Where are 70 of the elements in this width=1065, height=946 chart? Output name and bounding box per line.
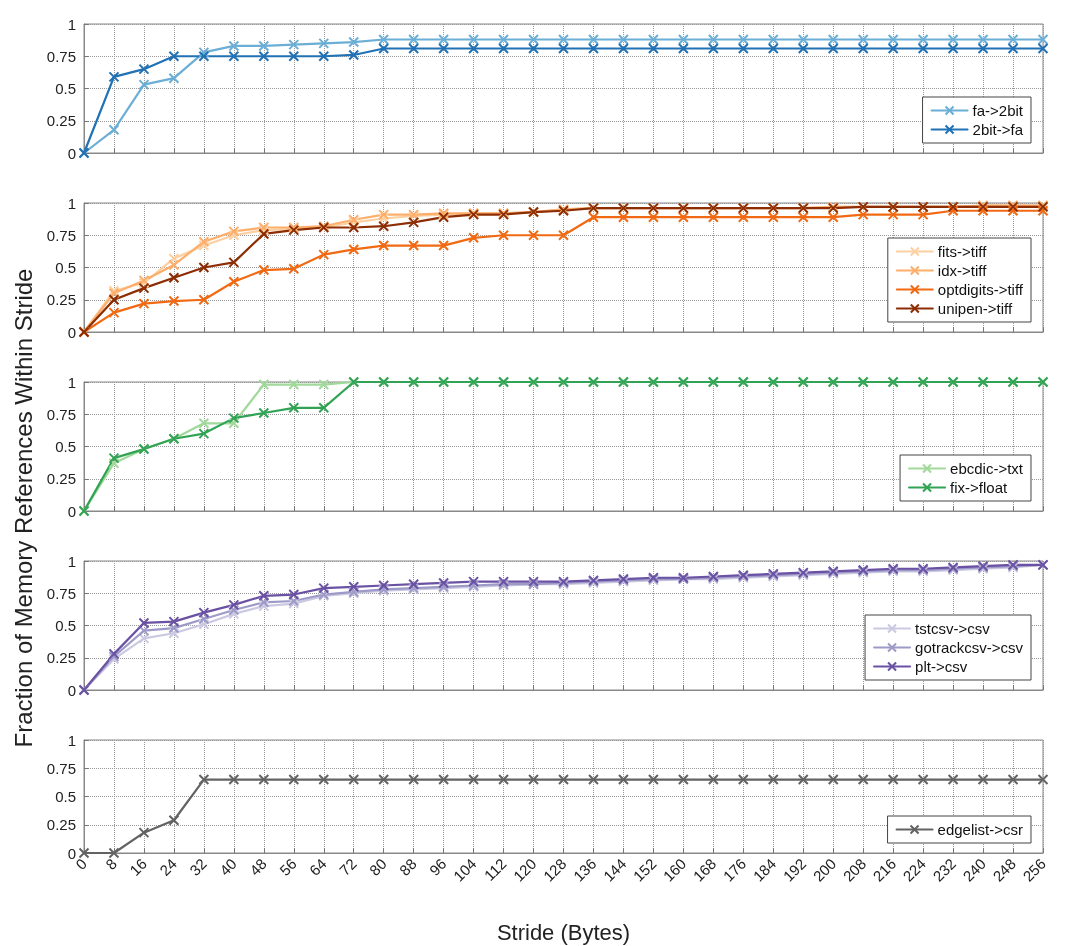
x-tick-label: 216	[869, 854, 900, 885]
y-tick-label: 0.75	[46, 759, 76, 777]
y-axis-title: Fraction of Memory References Within Stride	[10, 268, 38, 748]
x-tick-label: 112	[480, 854, 510, 884]
legend-label: idx->tiff	[937, 262, 988, 279]
legend-label: edgelist->csr	[937, 821, 1023, 838]
x-tick-label: 88	[395, 854, 420, 879]
y-tick-label: 0.5	[55, 617, 76, 634]
legend-label: fits->tiff	[937, 243, 988, 260]
x-tick-label: 208	[839, 854, 870, 885]
x-tick-label: 144	[599, 854, 630, 885]
y-tick-label: 1	[67, 15, 76, 33]
x-axis-title: Stride (Bytes)	[496, 919, 631, 945]
y-tick-label: 0.5	[55, 438, 76, 455]
y-tick-label: 0.25	[46, 649, 76, 667]
x-tick-label: 24	[156, 854, 180, 879]
y-tick-label: 0	[67, 323, 76, 341]
x-tick-label: 32	[186, 854, 210, 879]
x-tick-label: 240	[959, 854, 990, 885]
y-tick-label: 0.25	[46, 816, 76, 834]
y-tick-label: 1	[67, 373, 76, 391]
legend-label: plt->csv	[915, 658, 968, 675]
x-tick-label: 40	[216, 854, 240, 879]
legend-label: ebcdic->txt	[950, 460, 1024, 477]
legend-label: gotrackcsv->csv	[915, 639, 1024, 656]
y-tick-label: 0.5	[55, 788, 76, 805]
y-tick-label: 0.5	[55, 80, 76, 97]
x-tick-label: 160	[659, 854, 690, 885]
legend-label: tstcsv->csv	[915, 620, 991, 637]
y-tick-label: 0.25	[46, 291, 76, 309]
y-tick-label: 0	[67, 144, 76, 162]
legend-label: fa->2bit	[972, 102, 1024, 119]
x-tick-label: 176	[719, 854, 750, 885]
x-tick-label: 256	[1019, 854, 1050, 885]
x-tick-label: 120	[509, 854, 540, 885]
y-tick-label: 0.25	[46, 470, 76, 488]
x-tick-label: 96	[425, 854, 450, 879]
x-tick-label: 136	[569, 854, 600, 885]
legend-label: fix->float	[950, 479, 1008, 496]
y-tick-label: 0.75	[46, 584, 76, 602]
y-tick-label: 0.75	[46, 47, 76, 65]
x-tick-label: 48	[246, 854, 270, 879]
legend-label: optdigits->tiff	[937, 281, 1024, 298]
x-tick-label: 104	[449, 854, 480, 885]
y-tick-label: 0	[67, 502, 76, 520]
x-tick-label: 128	[539, 854, 570, 885]
x-tick-label: 192	[779, 854, 810, 885]
x-tick-label: 184	[749, 854, 780, 885]
x-tick-label: 16	[126, 854, 150, 879]
y-tick-label: 0	[67, 681, 76, 699]
x-tick-label: 64	[305, 854, 330, 879]
x-tick-label: 232	[929, 854, 960, 885]
y-tick-label: 0.75	[46, 405, 76, 423]
y-tick-label: 1	[67, 194, 76, 212]
x-tick-label: 56	[275, 854, 300, 879]
y-tick-label: 0.75	[46, 226, 76, 244]
x-tick-label: 152	[629, 854, 660, 885]
y-tick-label: 1	[67, 552, 76, 570]
x-tick-label: 8	[102, 854, 120, 873]
x-tick-label: 80	[365, 854, 390, 879]
legend-label: unipen->tiff	[937, 300, 1014, 317]
y-tick-label: 0.25	[46, 112, 76, 130]
legend-label: 2bit->fa	[972, 121, 1024, 138]
y-tick-label: 1	[67, 731, 76, 749]
y-tick-label: 0.5	[55, 259, 76, 276]
x-tick-label: 72	[335, 854, 360, 879]
x-tick-label: 200	[809, 854, 840, 885]
x-tick-label: 168	[689, 854, 720, 885]
x-tick-label: 224	[899, 854, 930, 885]
x-tick-label: 248	[989, 854, 1020, 885]
